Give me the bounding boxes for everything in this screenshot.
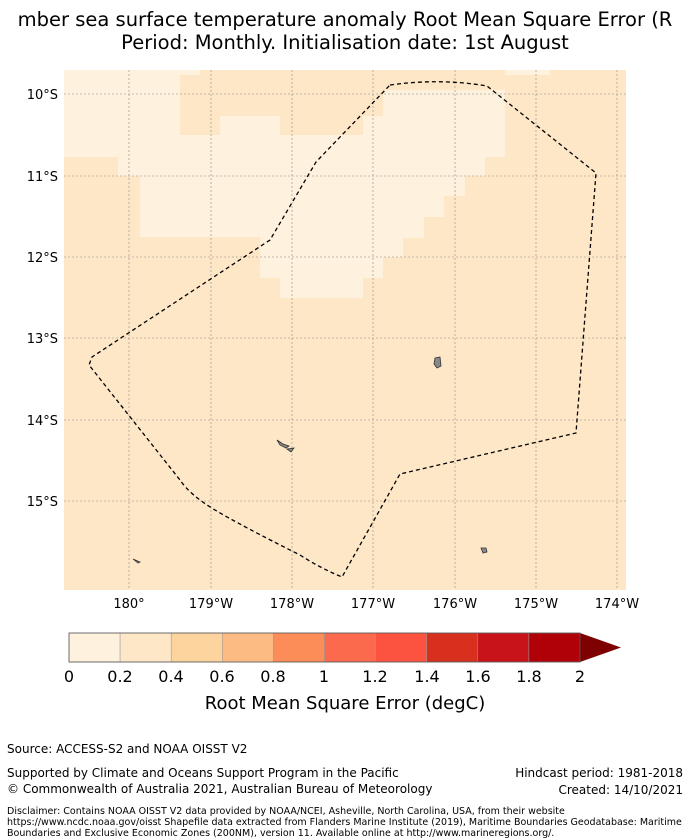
colorbar-tick: 1.4 [414,667,439,686]
map-title-line-2: Period: Monthly. Initialisation date: 1s… [121,31,569,54]
lon-label: 174°W [595,597,639,612]
colorbar-segment [375,632,427,663]
lat-label: 13°S [27,332,58,347]
lat-label: 10°S [27,88,58,103]
lat-label: 12°S [27,251,58,266]
lon-label: 175°W [514,597,558,612]
disclaimer-text: Disclaimer: Contains NOAA OISST V2 data … [7,806,682,839]
lat-labels: 10°S 11°S 12°S 13°S 14°S 15°S [27,88,58,510]
lon-label: 180° [113,597,144,612]
supported-text: Supported by Climate and Oceans Support … [7,766,399,780]
copyright-text: © Commonwealth of Australia 2021, Austra… [7,782,433,796]
colorbar-tick: 0.6 [209,667,234,686]
colorbar-tick: 1.2 [362,667,387,686]
island-5 [132,558,141,564]
colorbar-tick: 2 [575,667,585,686]
colorbar-segment [324,632,376,663]
colorbar-extend-arrow [580,633,621,662]
lon-label: 176°W [433,597,477,612]
lat-label: 14°S [27,414,58,429]
lon-label: 179°W [189,597,233,612]
island-3 [285,447,295,453]
colorbar-tick: 1 [319,667,329,686]
colorbar-segment [170,632,223,663]
lat-label: 11°S [27,170,58,185]
lon-label: 177°W [351,597,395,612]
colorbar-tick: 0.4 [158,667,183,686]
lat-label: 15°S [27,495,58,510]
colorbar-segment [477,632,530,663]
colorbar-tick: 0 [64,667,74,686]
island-4 [480,547,488,554]
colorbar-tick: 0.2 [107,667,132,686]
lon-label: 178°W [270,597,314,612]
colorbar: 0 0.2 0.4 0.6 0.8 1 1.2 1.4 1.6 1.8 2 Ro… [64,632,621,714]
island-1 [433,356,442,369]
colorbar-segment [119,632,172,663]
colorbar-segment [426,632,479,663]
colorbar-tick: 1.8 [516,667,541,686]
source-text: Source: ACCESS-S2 and NOAA OISST V2 [7,742,248,756]
colorbar-frame [68,632,581,663]
islands [132,356,488,564]
colorbar-label: Root Mean Square Error (degC) [205,693,486,714]
colorbar-segment [273,632,325,663]
hindcast-text: Hindcast period: 1981-2018 [515,766,683,780]
lon-labels: 180° 179°W 178°W 177°W 176°W 175°W 174°W [113,597,639,612]
gridlines [64,70,626,590]
colorbar-segment [222,632,274,663]
map-title-line-1: mber sea surface temperature anomaly Roo… [17,8,673,31]
colorbar-tick: 0.8 [260,667,285,686]
colorbar-tick: 1.6 [465,667,490,686]
created-text: Created: 14/10/2021 [558,783,683,797]
colorbar-segment [528,632,581,663]
island-2 [276,439,290,449]
colorbar-segment [68,632,121,663]
